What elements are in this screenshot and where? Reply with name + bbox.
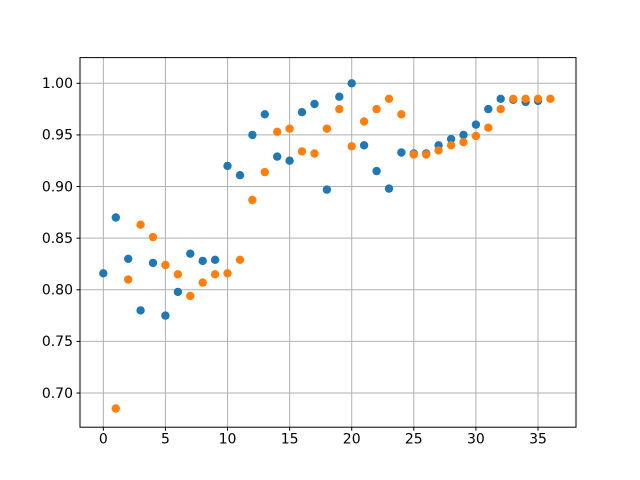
y-tick-label: 0.95 bbox=[42, 128, 73, 144]
data-point-series-1-blue bbox=[235, 171, 245, 180]
data-point-series-1-blue bbox=[335, 92, 344, 101]
x-tick-label: 30 bbox=[467, 432, 485, 448]
data-point-series-1-blue bbox=[347, 79, 356, 88]
y-tick-label: 0.80 bbox=[42, 283, 73, 299]
data-point-series-1-blue bbox=[446, 134, 456, 144]
data-point-series-2-orange bbox=[533, 94, 543, 104]
data-point-series-2-orange bbox=[521, 94, 530, 104]
data-point-series-2-orange bbox=[297, 147, 307, 156]
data-point-series-1-blue bbox=[124, 254, 133, 263]
axes-frame bbox=[79, 57, 577, 428]
data-point-series-2-orange bbox=[335, 104, 344, 114]
data-point-series-2-orange bbox=[235, 255, 245, 264]
data-point-series-1-blue bbox=[471, 120, 481, 129]
data-point-series-2-orange bbox=[459, 138, 468, 147]
data-point-series-1-blue bbox=[111, 213, 121, 222]
x-tick-label: 15 bbox=[281, 432, 299, 448]
data-point-series-2-orange bbox=[434, 146, 443, 155]
data-point-series-2-orange bbox=[148, 232, 158, 242]
data-point-series-1-blue bbox=[496, 94, 505, 104]
data-point-series-1-blue bbox=[99, 269, 108, 278]
data-point-series-1-blue bbox=[384, 184, 394, 193]
data-point-series-1-blue bbox=[136, 306, 145, 315]
data-point-series-2-orange bbox=[186, 291, 195, 301]
data-point-series-1-blue bbox=[161, 311, 170, 320]
data-point-series-2-orange bbox=[471, 131, 481, 141]
data-point-series-1-blue bbox=[484, 104, 493, 114]
data-point-series-1-blue bbox=[148, 258, 158, 268]
data-point-series-2-orange bbox=[173, 270, 183, 279]
x-tick-label: 35 bbox=[529, 432, 547, 448]
data-point-series-2-orange bbox=[198, 278, 207, 287]
y-tick-label: 1.00 bbox=[42, 76, 73, 92]
data-point-series-2-orange bbox=[484, 123, 493, 132]
data-point-series-1-blue bbox=[186, 249, 195, 258]
data-point-series-2-orange bbox=[285, 124, 294, 133]
y-tick-label: 0.90 bbox=[42, 179, 73, 195]
data-point-series-1-blue bbox=[297, 108, 307, 117]
data-point-series-2-orange bbox=[136, 220, 145, 229]
data-point-series-2-orange bbox=[347, 142, 356, 151]
data-point-series-2-orange bbox=[111, 404, 121, 413]
data-point-series-2-orange bbox=[359, 117, 369, 126]
data-point-series-1-blue bbox=[372, 166, 381, 176]
data-point-series-2-orange bbox=[372, 104, 381, 114]
data-point-series-2-orange bbox=[273, 127, 282, 136]
y-tick-label: 0.70 bbox=[42, 386, 73, 402]
data-point-series-2-orange bbox=[322, 124, 332, 133]
data-point-series-2-orange bbox=[223, 269, 232, 278]
data-point-series-2-orange bbox=[546, 94, 555, 104]
data-point-series-1-blue bbox=[223, 161, 232, 171]
data-point-series-2-orange bbox=[409, 150, 418, 159]
y-tick-label: 0.75 bbox=[42, 334, 73, 350]
x-tick-label: 20 bbox=[343, 432, 361, 448]
data-point-series-2-orange bbox=[248, 195, 257, 205]
data-point-series-1-blue bbox=[310, 99, 319, 109]
data-point-series-1-blue bbox=[459, 130, 468, 140]
data-point-series-1-blue bbox=[173, 287, 183, 297]
plot-area bbox=[80, 57, 576, 428]
data-point-series-2-orange bbox=[496, 104, 505, 114]
data-point-series-1-blue bbox=[210, 255, 220, 264]
data-point-series-1-blue bbox=[273, 152, 282, 161]
data-point-series-1-blue bbox=[260, 110, 269, 119]
data-point-series-2-orange bbox=[210, 270, 220, 279]
data-point-series-2-orange bbox=[124, 275, 133, 284]
y-tick-label: 0.85 bbox=[42, 231, 73, 247]
x-tick-label: 10 bbox=[219, 432, 237, 448]
x-tick-label: 5 bbox=[161, 432, 170, 448]
data-point-series-2-orange bbox=[509, 94, 518, 104]
data-point-series-1-blue bbox=[198, 256, 207, 266]
data-point-series-2-orange bbox=[260, 167, 269, 177]
data-point-series-2-orange bbox=[446, 141, 456, 150]
x-tick-label: 0 bbox=[99, 432, 108, 448]
data-point-series-1-blue bbox=[248, 130, 257, 140]
data-point-series-2-orange bbox=[161, 260, 170, 270]
data-point-series-1-blue bbox=[285, 156, 294, 165]
data-point-series-2-orange bbox=[384, 94, 394, 104]
x-tick-label: 25 bbox=[405, 432, 423, 448]
data-point-series-2-orange bbox=[422, 150, 431, 159]
data-point-series-2-orange bbox=[310, 149, 319, 158]
data-point-series-1-blue bbox=[397, 148, 406, 157]
data-point-series-2-orange bbox=[397, 110, 406, 119]
data-point-series-1-blue bbox=[359, 141, 369, 150]
data-point-series-1-blue bbox=[322, 185, 332, 194]
